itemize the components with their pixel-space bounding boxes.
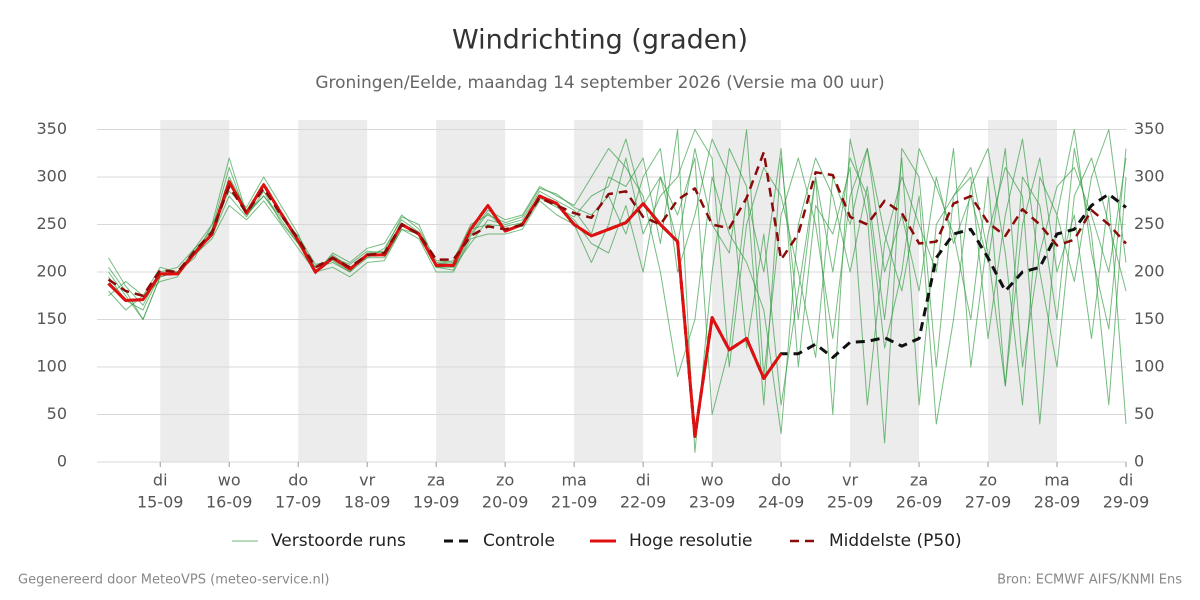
- x-tick-weekday: di: [636, 471, 651, 490]
- x-tick-date: 20-09: [482, 493, 529, 512]
- y2-tick-label: 250: [1134, 214, 1165, 233]
- x-tick-date: 18-09: [344, 493, 391, 512]
- y-tick-label: 50: [47, 404, 67, 423]
- day-shade: [850, 120, 920, 462]
- x-tick-date: 28-09: [1034, 493, 1081, 512]
- x-tick-weekday: di: [1119, 471, 1134, 490]
- x-tick-date: 24-09: [758, 493, 805, 512]
- ensemble-line: [108, 138, 1127, 434]
- series-line: [107, 151, 1127, 298]
- y-tick-label: 200: [36, 262, 67, 281]
- ensemble-line: [108, 129, 1127, 377]
- x-tick-weekday: zo: [979, 471, 997, 490]
- legend-label: Controle: [483, 531, 555, 551]
- x-tick-date: 27-09: [965, 493, 1012, 512]
- y2-tick-label: 300: [1134, 167, 1165, 186]
- y2-tick-label: 0: [1134, 452, 1144, 471]
- legend-label: Hoge resolutie: [629, 531, 753, 551]
- x-tick-weekday: zo: [496, 471, 514, 490]
- y-tick-label: 150: [36, 309, 67, 328]
- ensemble-line: [108, 129, 1127, 425]
- x-tick-date: 29-09: [1103, 493, 1150, 512]
- x-tick-date: 23-09: [689, 493, 736, 512]
- y-tick-label: 350: [36, 119, 67, 138]
- day-shade: [160, 120, 230, 462]
- y-tick-label: 0: [57, 452, 67, 471]
- x-tick-date: 25-09: [827, 493, 874, 512]
- y2-tick-label: 200: [1134, 262, 1165, 281]
- day-shade: [988, 120, 1058, 462]
- x-tick-date: 19-09: [413, 493, 460, 512]
- x-tick-weekday: ma: [1044, 471, 1069, 490]
- day-shade: [574, 120, 644, 462]
- y2-tick-label: 50: [1134, 404, 1154, 423]
- x-tick-date: 16-09: [206, 493, 253, 512]
- chart-subtitle: Groningen/Eelde, maandag 14 september 20…: [315, 73, 884, 93]
- x-tick-weekday: ma: [561, 471, 586, 490]
- legend-label: Middelste (P50): [829, 531, 962, 551]
- y-tick-label: 300: [36, 167, 67, 186]
- x-tick-date: 22-09: [620, 493, 667, 512]
- x-tick-date: 21-09: [551, 493, 598, 512]
- y2-tick-label: 150: [1134, 309, 1165, 328]
- series-line: [107, 180, 1127, 438]
- chart-title: Windrichting (graden): [452, 25, 748, 56]
- x-tick-date: 15-09: [137, 493, 184, 512]
- x-tick-date: 26-09: [896, 493, 943, 512]
- x-tick-weekday: do: [771, 471, 791, 490]
- day-shade: [436, 120, 506, 462]
- y2-tick-label: 100: [1134, 357, 1165, 376]
- day-shade: [298, 120, 368, 462]
- ensemble-line: [108, 138, 1127, 425]
- footer-left: Gegenereerd door MeteoVPS (meteo-service…: [18, 573, 329, 588]
- legend-label: Verstoorde runs: [271, 531, 406, 551]
- x-tick-weekday: do: [288, 471, 308, 490]
- x-tick-date: 17-09: [275, 493, 322, 512]
- x-tick-weekday: za: [427, 471, 445, 490]
- y-tick-label: 100: [36, 357, 67, 376]
- x-tick-weekday: za: [910, 471, 928, 490]
- day-shade: [712, 120, 782, 462]
- y2-tick-label: 350: [1134, 119, 1165, 138]
- x-tick-weekday: di: [153, 471, 168, 490]
- x-tick-weekday: vr: [359, 471, 375, 490]
- y-tick-label: 250: [36, 214, 67, 233]
- x-tick-weekday: vr: [842, 471, 858, 490]
- x-tick-weekday: wo: [701, 471, 724, 490]
- footer-right: Bron: ECMWF AIFS/KNMI Ens: [997, 573, 1182, 588]
- x-tick-weekday: wo: [218, 471, 241, 490]
